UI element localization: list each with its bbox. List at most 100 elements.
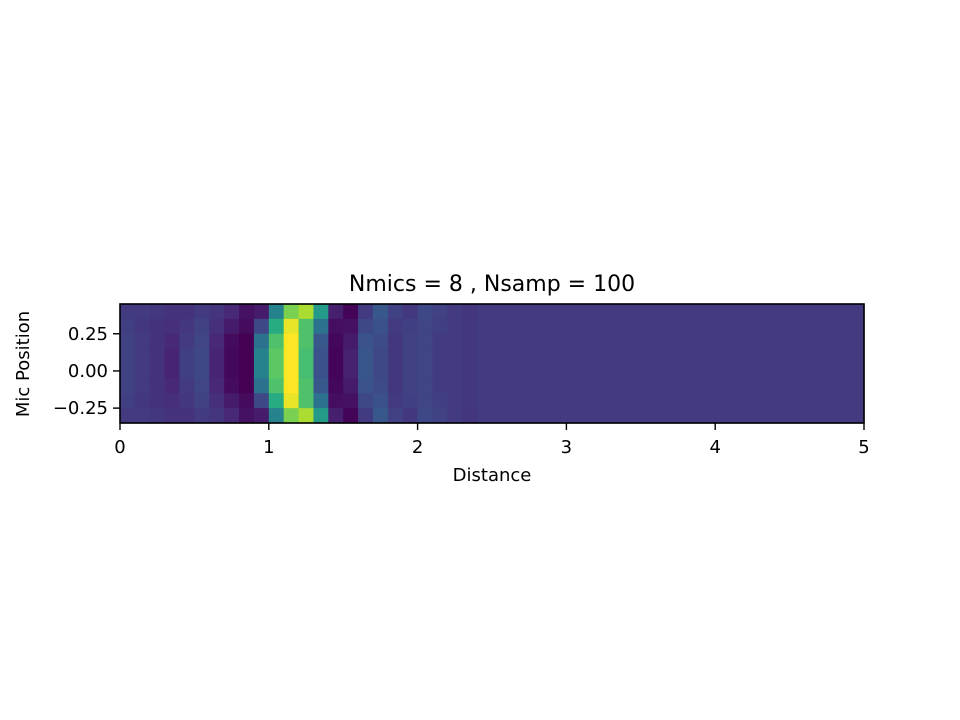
heatmap-cell bbox=[268, 348, 285, 365]
heatmap-cell bbox=[596, 333, 612, 350]
heatmap-cell bbox=[268, 378, 285, 394]
heatmap-cell bbox=[506, 408, 523, 424]
heatmap-cell bbox=[789, 348, 806, 365]
heatmap-cell bbox=[179, 304, 195, 320]
heatmap-cell bbox=[447, 348, 463, 365]
heatmap-cell bbox=[209, 318, 225, 335]
heatmap-cell bbox=[372, 378, 389, 394]
heatmap-cell bbox=[655, 333, 672, 350]
heatmap-cell bbox=[477, 393, 493, 409]
heatmap-cell bbox=[239, 304, 255, 320]
heatmap-cell bbox=[298, 378, 315, 394]
heatmap-cell bbox=[715, 408, 731, 424]
heatmap-cell bbox=[611, 363, 627, 379]
heatmap-cell bbox=[447, 408, 463, 424]
heatmap-cell bbox=[417, 378, 434, 394]
heatmap-cell bbox=[566, 333, 582, 350]
heatmap-cell bbox=[804, 363, 820, 379]
heatmap-cell bbox=[120, 304, 136, 320]
heatmap-cell bbox=[387, 363, 404, 379]
heatmap-cell bbox=[611, 393, 627, 409]
heatmap-cell bbox=[551, 393, 567, 409]
heatmap-cell bbox=[581, 363, 597, 379]
heatmap-cell bbox=[447, 304, 463, 320]
heatmap-cell bbox=[715, 378, 731, 394]
heatmap-cell bbox=[477, 408, 493, 424]
heatmap-cell bbox=[372, 348, 389, 365]
heatmap-cell bbox=[298, 408, 315, 424]
heatmap-cell bbox=[358, 393, 374, 409]
heatmap-cell bbox=[432, 408, 448, 424]
heatmap-cell bbox=[596, 304, 612, 320]
heatmap-cell bbox=[774, 304, 791, 320]
heatmap-cell bbox=[506, 363, 523, 379]
heatmap-cell bbox=[789, 378, 806, 394]
heatmap-cell bbox=[521, 393, 538, 409]
heatmap-cell bbox=[506, 348, 523, 365]
heatmap-cell bbox=[566, 393, 582, 409]
heatmap-cell bbox=[655, 393, 672, 409]
heatmap-cell bbox=[819, 304, 835, 320]
heatmap-cell bbox=[655, 304, 672, 320]
heatmap-cell bbox=[685, 333, 701, 350]
heatmap-cell bbox=[625, 348, 642, 365]
heatmap-cell bbox=[834, 408, 850, 424]
heatmap-cell bbox=[715, 393, 731, 409]
heatmap-cell bbox=[387, 378, 404, 394]
heatmap-cell bbox=[849, 363, 865, 379]
heatmap-cell bbox=[804, 348, 820, 365]
heatmap-cell bbox=[834, 378, 850, 394]
heatmap-cell bbox=[462, 363, 478, 379]
heatmap-cell bbox=[447, 393, 463, 409]
heatmap-cell bbox=[685, 393, 701, 409]
heatmap-cell bbox=[804, 393, 820, 409]
heatmap-cell bbox=[640, 333, 657, 350]
heatmap-cell bbox=[313, 348, 329, 365]
heatmap-cell bbox=[640, 348, 657, 365]
heatmap-cell bbox=[268, 393, 285, 409]
heatmap-cell bbox=[744, 363, 761, 379]
heatmap-cell bbox=[358, 408, 374, 424]
heatmap-cell bbox=[253, 318, 270, 335]
heatmap-cell bbox=[239, 333, 255, 350]
heatmap-cell bbox=[432, 333, 448, 350]
heatmap-cell bbox=[417, 348, 434, 365]
heatmap-cell bbox=[283, 304, 300, 320]
heatmap-cell bbox=[744, 333, 761, 350]
heatmap-cell bbox=[239, 363, 255, 379]
heatmap-cell bbox=[536, 363, 553, 379]
heatmap-cell bbox=[611, 304, 627, 320]
heatmap-cell bbox=[372, 318, 389, 335]
heatmap-cell bbox=[372, 393, 389, 409]
heatmap-cell bbox=[283, 378, 300, 394]
heatmap-cell bbox=[372, 408, 389, 424]
heatmap-cell bbox=[596, 378, 612, 394]
x-axis-ticks: 0 1 2 3 4 5 bbox=[114, 423, 870, 458]
heatmap-cell bbox=[194, 408, 210, 424]
heatmap-cell bbox=[164, 318, 181, 335]
heatmap-cell bbox=[149, 363, 166, 379]
heatmap-cell bbox=[224, 393, 240, 409]
heatmap-cell bbox=[789, 318, 806, 335]
heatmap-cell bbox=[134, 378, 151, 394]
heatmap-cell bbox=[402, 333, 419, 350]
heatmap-cell bbox=[462, 333, 478, 350]
heatmap-cell bbox=[759, 318, 776, 335]
heatmap-cell bbox=[417, 333, 434, 350]
heatmap-cell bbox=[194, 393, 210, 409]
heatmap-cell bbox=[774, 348, 791, 365]
chart-title: Nmics = 8 , Nsamp = 100 bbox=[349, 272, 635, 297]
heatmap-cell bbox=[536, 304, 553, 320]
heatmap-cell bbox=[447, 363, 463, 379]
heatmap-cell bbox=[655, 348, 672, 365]
heatmap-cell bbox=[789, 393, 806, 409]
heatmap-cell bbox=[268, 363, 285, 379]
heatmap-cell bbox=[477, 318, 493, 335]
heatmap-cell bbox=[566, 304, 582, 320]
heatmap-cell bbox=[417, 393, 434, 409]
heatmap-cell bbox=[715, 304, 731, 320]
heatmap-cell bbox=[611, 378, 627, 394]
heatmap-cell bbox=[774, 393, 791, 409]
heatmap-cell bbox=[551, 378, 567, 394]
heatmap-cell bbox=[402, 363, 419, 379]
